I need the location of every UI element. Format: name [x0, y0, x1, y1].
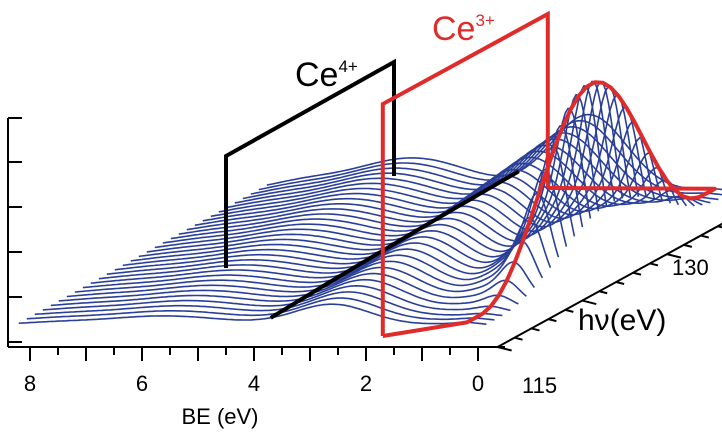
z-axis-tick	[548, 318, 557, 323]
series-line	[18, 303, 487, 325]
z-axis-label: hν(eV)	[578, 304, 666, 337]
series-line	[186, 121, 656, 231]
x-tick-label: 4	[248, 371, 260, 396]
z-axis-tick	[666, 253, 682, 259]
series-line	[162, 86, 632, 244]
ce3-frame	[380, 10, 550, 336]
ce4-label: Ce4+	[295, 56, 358, 94]
series-line	[82, 217, 552, 289]
series-line	[34, 291, 503, 317]
ce3-label-base: Ce	[432, 10, 475, 48]
ce4-frame	[224, 58, 396, 268]
x-tick-label: 6	[136, 371, 148, 396]
z-axis-tick	[565, 308, 574, 313]
z-axis-tick	[717, 225, 722, 229]
series-line	[154, 81, 624, 249]
z-axis-tick	[531, 327, 540, 332]
ce3-label: Ce3+	[432, 10, 495, 48]
y-axis	[7, 117, 22, 347]
z-axis-line	[497, 222, 722, 348]
x-tick-label: 0	[472, 371, 484, 396]
series-line	[50, 278, 519, 307]
z-axis-tick	[598, 290, 608, 295]
ce4-label-sup: 4+	[338, 57, 357, 76]
z-axis-tick	[514, 336, 523, 341]
series-line	[98, 168, 568, 280]
series-line	[202, 152, 672, 222]
z-axis-tick	[582, 299, 597, 306]
z-axis-tick	[497, 346, 512, 352]
z-axis-tick	[700, 234, 710, 239]
ce3-envelope	[382, 80, 717, 338]
series-group	[18, 80, 722, 325]
series-line	[58, 272, 527, 302]
z-tick-130: 130	[672, 255, 709, 280]
series-line	[42, 285, 511, 312]
x-tick-label: 2	[360, 371, 372, 396]
series-line	[66, 261, 536, 298]
series-line	[226, 144, 695, 209]
series-line	[178, 106, 648, 235]
series-line	[26, 297, 495, 321]
z-axis-tick	[615, 281, 625, 285]
series-line	[218, 150, 688, 213]
annotations	[224, 10, 717, 338]
series-line	[138, 84, 608, 258]
ce4-ridge	[269, 169, 520, 320]
series-line	[74, 240, 544, 293]
series-line	[90, 192, 560, 284]
x-axis: 8 6 4 2 0	[8, 346, 505, 396]
z-tick-115: 115	[522, 373, 557, 398]
series-line	[106, 145, 576, 275]
z-axis-tick	[649, 262, 659, 267]
x-axis-label: BE (eV)	[181, 404, 258, 429]
z-axis	[497, 222, 722, 352]
ce4-label-base: Ce	[295, 56, 338, 94]
z-axis-tick	[632, 271, 642, 276]
ce3-label-sup: 3+	[475, 11, 494, 30]
z-axis-tick	[683, 243, 693, 248]
x-tick-label: 8	[24, 371, 36, 396]
